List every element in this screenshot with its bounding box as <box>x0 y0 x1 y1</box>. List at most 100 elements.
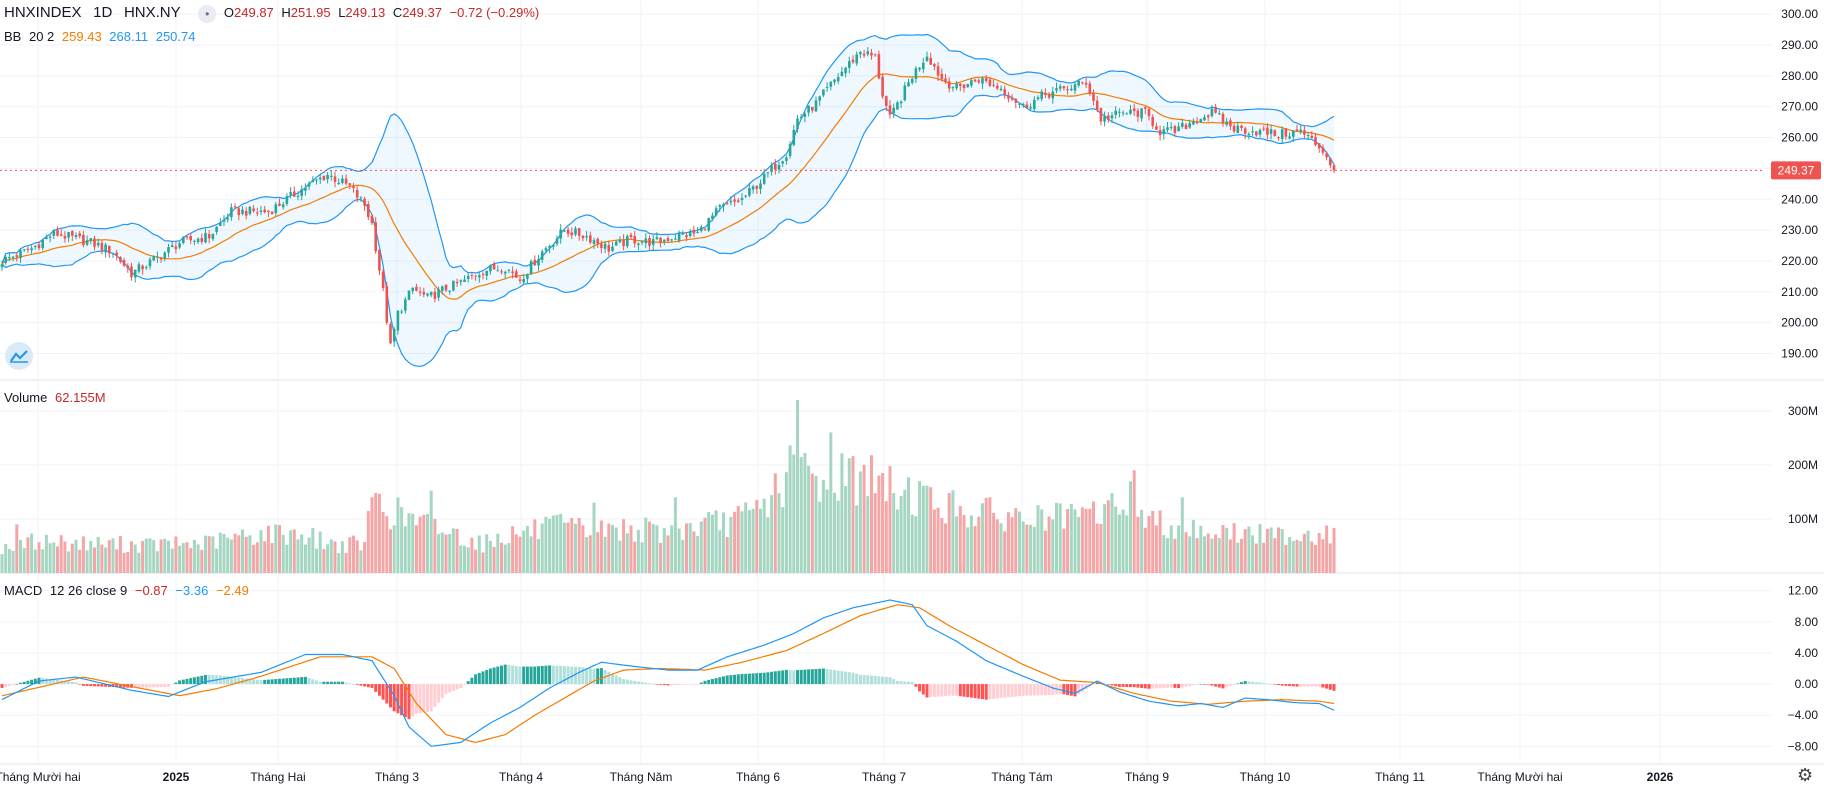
candle-body <box>592 240 596 244</box>
volume-bar <box>810 473 814 573</box>
macd-hist-bar <box>921 684 925 695</box>
macd-hist-bar <box>992 684 996 699</box>
candle-body <box>936 66 940 76</box>
candle-body <box>1114 110 1117 115</box>
candle-body <box>226 217 229 220</box>
candle-body <box>663 239 666 242</box>
candle-body <box>244 210 248 216</box>
candle-body <box>163 252 167 259</box>
volume-bar <box>921 485 925 573</box>
symbol-name[interactable]: HNXINDEX <box>4 4 82 21</box>
candle-body <box>1247 133 1251 136</box>
volume-bar <box>1125 515 1129 573</box>
candle-body <box>396 310 400 331</box>
candle-body <box>855 54 858 64</box>
macd-tick-label: −8.00 <box>1788 739 1819 753</box>
volume-bar <box>884 501 888 573</box>
macd-name: MACD <box>4 583 43 598</box>
volume-bar <box>400 507 404 573</box>
legend-dot-icon[interactable]: • <box>198 4 217 23</box>
candle-body <box>359 197 363 199</box>
volume-bar <box>455 529 459 573</box>
macd-hist-bar <box>969 684 973 698</box>
candle-body <box>52 229 56 236</box>
volume-bar <box>1295 539 1299 573</box>
volume-bar <box>1062 528 1066 573</box>
macd-hist-bar <box>311 679 315 685</box>
volume-bar <box>459 545 463 573</box>
volume-bar <box>1210 538 1214 573</box>
volume-bar <box>466 547 470 573</box>
volume-legend[interactable]: Volume 62.155M <box>4 390 110 405</box>
macd-hist-bar <box>777 670 781 685</box>
last-price-badge <box>1771 161 1821 180</box>
candle-body <box>455 281 459 284</box>
macd-hist-bar <box>374 684 378 692</box>
macd-hist-bar <box>1125 684 1129 688</box>
volume-bar <box>1140 509 1144 573</box>
tradingview-logo-icon[interactable] <box>5 342 33 370</box>
bb-basis-value: 259.43 <box>61 29 102 44</box>
volume-bar <box>1217 538 1221 573</box>
candle-body <box>1195 121 1199 124</box>
macd-hist-bar <box>237 677 241 685</box>
macd-hist-bar <box>1284 684 1288 686</box>
macd-hist-bar <box>1295 684 1299 687</box>
macd-hist-bar <box>255 679 259 685</box>
candle-body <box>126 265 130 269</box>
macd-legend[interactable]: MACD 12 26 close 9 −0.87 −3.36 −2.49 <box>4 583 253 598</box>
volume-bar <box>44 534 48 573</box>
volume-bar <box>947 492 951 573</box>
volume-bar <box>1162 535 1166 573</box>
candle-body <box>11 256 15 258</box>
macd-hist-bar <box>1195 684 1199 685</box>
candle-body <box>774 163 777 170</box>
interval-label[interactable]: 1D <box>93 4 113 21</box>
macd-hist-bar <box>122 684 126 688</box>
candle-body <box>659 237 662 243</box>
volume-bar <box>488 540 492 573</box>
bollinger-bands <box>1 33 1335 367</box>
macd-hist-bar <box>773 671 777 685</box>
time-tick-label: 2025 <box>163 770 190 784</box>
candle-body <box>82 234 85 246</box>
candle-body <box>951 87 955 89</box>
volume-bar <box>847 458 851 573</box>
candle-body <box>241 209 244 214</box>
macd-hist-bar <box>570 666 574 685</box>
macd-hist-bar <box>574 666 577 685</box>
macd-hist-bar <box>914 684 918 687</box>
candle-body <box>89 238 93 241</box>
volume-bar <box>329 539 333 573</box>
volume-bar <box>414 525 418 573</box>
bb-legend[interactable]: BB 20 2 259.43 268.11 250.74 <box>4 29 199 44</box>
candle-body <box>618 239 622 243</box>
gear-icon[interactable]: ⚙ <box>1797 765 1814 785</box>
candle-body <box>378 249 381 271</box>
volume-bar <box>37 542 41 573</box>
candle-body <box>492 263 496 270</box>
volume-bar <box>178 545 182 573</box>
candle-body <box>759 183 762 190</box>
volume-bar <box>503 544 507 573</box>
volume-bar <box>932 509 936 573</box>
macd-hist-bar <box>710 679 714 685</box>
candle-body <box>1084 82 1088 85</box>
candle-body <box>711 215 714 219</box>
candle-body <box>896 102 899 110</box>
candle-body <box>174 246 178 250</box>
volume-bar <box>59 535 63 573</box>
macd-hist-bar <box>329 681 333 685</box>
macd-hist-bar <box>1302 684 1306 687</box>
macd-hist-bar <box>89 684 93 687</box>
macd-hist-bar <box>1262 683 1266 685</box>
volume-bar <box>429 490 433 573</box>
volume-bar <box>673 497 677 573</box>
volume-bar <box>315 548 318 573</box>
candle-body <box>415 286 418 291</box>
candle-body <box>355 189 359 198</box>
macd-hist-bar <box>337 681 341 685</box>
macd-hist-bar <box>344 682 348 685</box>
price-tick-label: 270.00 <box>1781 100 1818 114</box>
